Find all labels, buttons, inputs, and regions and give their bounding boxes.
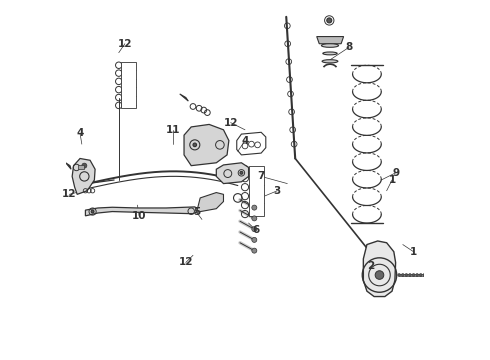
Circle shape [252, 248, 257, 253]
Circle shape [82, 163, 87, 168]
Text: 7: 7 [257, 171, 265, 181]
Circle shape [409, 274, 412, 276]
Text: 1: 1 [389, 175, 395, 185]
Text: 12: 12 [223, 118, 238, 128]
Circle shape [405, 274, 408, 276]
Polygon shape [184, 125, 229, 166]
Circle shape [416, 274, 418, 276]
Polygon shape [216, 163, 248, 184]
Text: 2: 2 [367, 261, 374, 271]
Circle shape [423, 274, 426, 276]
Text: 4: 4 [76, 129, 84, 138]
Text: 4: 4 [241, 136, 249, 145]
Text: 10: 10 [132, 211, 147, 221]
Circle shape [193, 143, 196, 147]
Polygon shape [364, 241, 395, 297]
Text: 11: 11 [166, 125, 180, 135]
Circle shape [252, 216, 257, 221]
Text: 8: 8 [345, 42, 353, 52]
Circle shape [240, 171, 243, 174]
Polygon shape [180, 94, 188, 101]
Polygon shape [196, 193, 223, 212]
Circle shape [419, 274, 422, 276]
Circle shape [401, 274, 404, 276]
Circle shape [327, 18, 332, 23]
Circle shape [398, 274, 401, 276]
Polygon shape [66, 163, 71, 169]
Circle shape [252, 237, 257, 242]
Circle shape [252, 205, 257, 210]
Circle shape [91, 210, 94, 213]
Ellipse shape [321, 44, 339, 47]
Text: 12: 12 [62, 189, 76, 199]
Polygon shape [85, 207, 200, 216]
Circle shape [375, 271, 384, 279]
Circle shape [252, 226, 257, 231]
Polygon shape [317, 37, 343, 44]
Text: 9: 9 [392, 168, 399, 178]
Ellipse shape [323, 52, 337, 55]
Polygon shape [72, 158, 95, 194]
Text: 3: 3 [273, 186, 281, 196]
Bar [249, 166, 264, 216]
Ellipse shape [322, 60, 338, 63]
Bar [77, 165, 84, 169]
Bar [122, 62, 136, 108]
Text: 12: 12 [118, 39, 132, 49]
Text: 5: 5 [193, 207, 200, 217]
Text: 1: 1 [410, 247, 417, 257]
Text: 6: 6 [252, 225, 259, 235]
Circle shape [412, 274, 415, 276]
Text: 12: 12 [178, 257, 193, 267]
